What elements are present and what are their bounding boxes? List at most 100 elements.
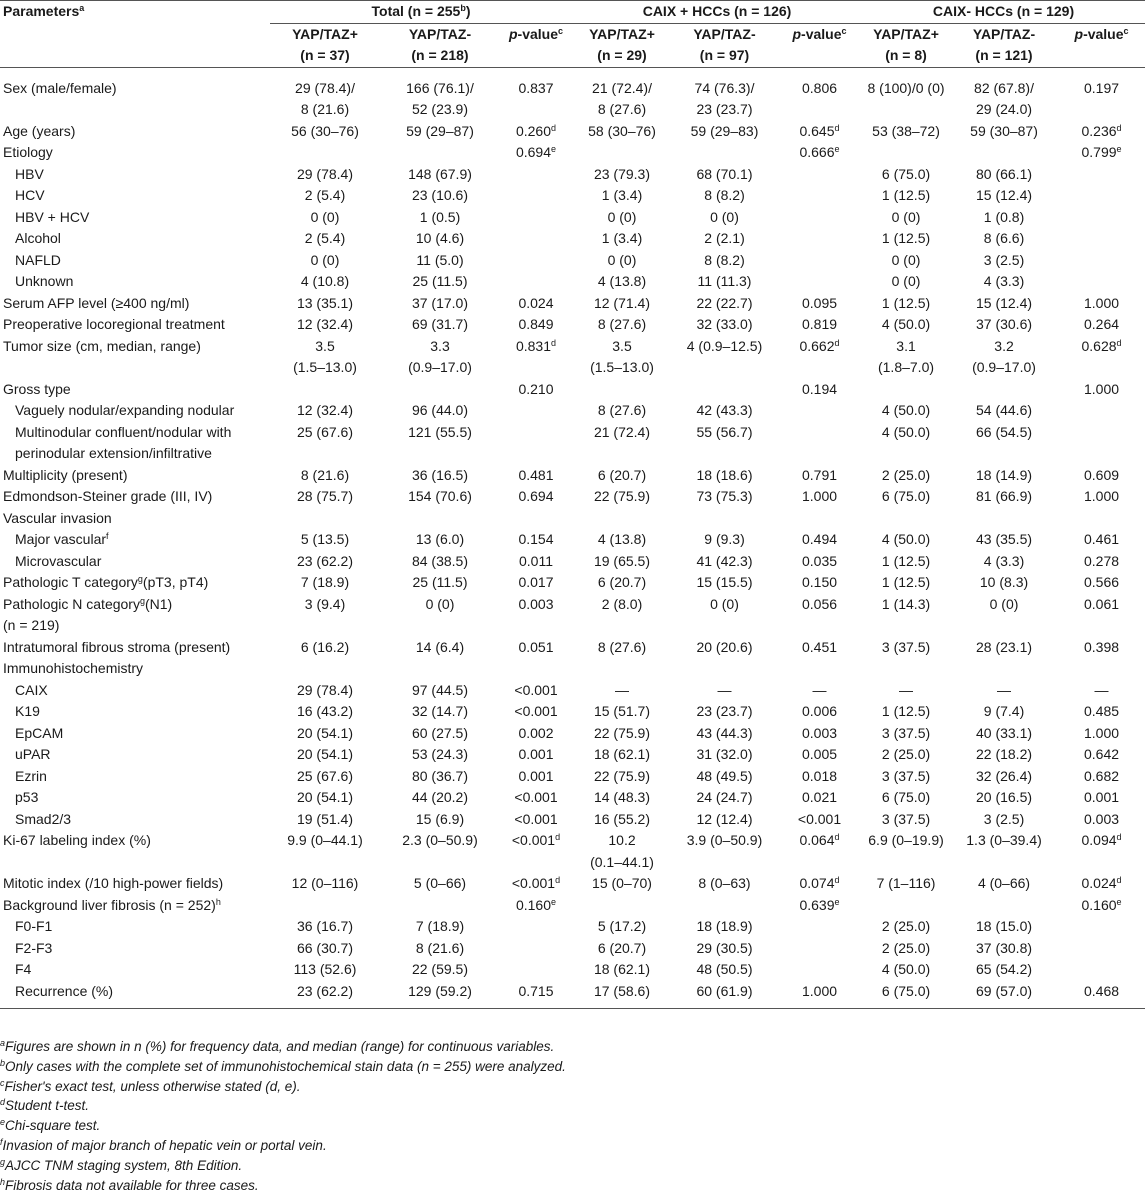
- footnote-marker: e: [551, 144, 557, 154]
- value-cell: 54 (44.6): [975, 402, 1033, 418]
- footnote-marker: d: [1116, 337, 1122, 348]
- p-value-cell: [1058, 185, 1145, 207]
- footnote-text: Figures are shown in n (%) for frequency…: [5, 1039, 555, 1054]
- p-value-cell: 0.018: [801, 767, 838, 784]
- value-cell: —: [899, 681, 914, 698]
- p-value-cell: 0.001: [1084, 789, 1120, 805]
- value-cell: 22 (75.9): [593, 767, 651, 784]
- p-value-cell: 0.264: [1084, 316, 1120, 332]
- p-value-cell: —: [812, 681, 827, 698]
- value-cell: 20 (54.1): [296, 746, 354, 762]
- table-row: Vaguely nodular/expanding nodular 12 (32.…: [0, 400, 1145, 422]
- value-cell: 4 (50.0): [881, 531, 931, 547]
- row-label: Recurrence (%): [0, 980, 270, 1009]
- row-label: uPAR: [15, 746, 51, 762]
- p-value-cell: [500, 938, 572, 960]
- footnote-text: Chi-square test.: [5, 1118, 101, 1134]
- value-cell: [672, 895, 777, 917]
- p-value-cell: [1058, 271, 1145, 293]
- value-cell: 53 (38–72): [872, 122, 940, 139]
- col-header-yap-pos: YAP/TAZ+ (n = 29): [589, 25, 655, 64]
- value-cell: 15 (15.5): [696, 574, 753, 590]
- footnote: cFisher's exact test, unless otherwise s…: [0, 1077, 1145, 1097]
- p-value-cell: 0.003: [518, 595, 554, 612]
- value-cell: 5 (17.2): [597, 918, 647, 934]
- footnote-marker: d: [1116, 832, 1122, 842]
- value-cell: 3.5 (1.5–13.0): [293, 337, 357, 376]
- value-cell: 66 (30.7): [296, 939, 354, 956]
- table-row: Ezrin 25 (67.6) 80 (36.7) 0.001 22 (75.9) 48 …: [0, 766, 1145, 788]
- value-cell: 96 (44.0): [411, 402, 469, 418]
- value-cell: 25 (11.5): [412, 574, 468, 590]
- row-label: Ezrin: [15, 767, 47, 784]
- value-cell: 31 (32.0): [696, 746, 753, 762]
- value-cell: 53 (24.3): [411, 746, 469, 762]
- col-header-p-value: p-valuec: [792, 25, 847, 42]
- value-cell: 4 (13.8): [597, 531, 647, 547]
- row-label: Unknown: [15, 273, 74, 289]
- footnote-marker: d: [1116, 875, 1122, 885]
- p-value-cell: 0.481: [518, 466, 554, 483]
- value-cell: 25 (67.6): [296, 423, 354, 440]
- value-cell: 97 (44.5): [411, 681, 469, 698]
- value-cell: 12 (32.4): [296, 316, 354, 332]
- value-cell: 3.9 (0–50.9): [686, 832, 763, 848]
- p-value-cell: 0.051: [518, 638, 554, 655]
- p-value-cell: 0.566: [1084, 574, 1120, 590]
- row-label: Multiplicity (present): [3, 466, 128, 483]
- p-value-cell: 0.210: [518, 380, 554, 397]
- value-cell: [950, 142, 1058, 164]
- row-label: Mitotic index (/10 high-power fields): [3, 875, 224, 891]
- value-cell: 6 (75.0): [881, 488, 931, 504]
- value-cell: 3 (37.5): [881, 638, 931, 655]
- value-cell: 73 (75.3): [696, 488, 753, 504]
- table-row: Mitotic index (/10 high-power fields) 12 …: [0, 873, 1145, 895]
- footnote-marker: e: [834, 144, 840, 154]
- p-value-cell: [777, 207, 862, 229]
- value-cell: 18 (15.0): [975, 918, 1033, 934]
- table-row: F4 113 (52.6) 22 (59.5) 18 (62.1) 48 (50.5) 4…: [0, 959, 1145, 981]
- value-cell: 19 (51.4): [296, 810, 354, 827]
- footnote: eChi-square test.: [0, 1116, 1145, 1136]
- row-label: Edmondson-Steiner grade (III, IV): [3, 488, 213, 504]
- value-cell: 66 (54.5): [975, 423, 1033, 440]
- table-body: Sex (male/female) 29 (78.4)/8 (21.6) 166 (…: [0, 67, 1145, 1009]
- table-row: Serum AFP level (≥400 ng/ml) 13 (35.1) 37 …: [0, 293, 1145, 315]
- footnote-text: Fisher's exact test, unless otherwise st…: [4, 1078, 301, 1094]
- p-value-cell: [1058, 164, 1145, 186]
- value-cell: 22 (75.9): [593, 488, 651, 504]
- table-row: Multiplicity (present) 8 (21.6) 36 (16.5) 0…: [0, 465, 1145, 487]
- footnote: aFigures are shown in n (%) for frequenc…: [0, 1037, 1145, 1057]
- value-cell: 1 (12.5): [881, 187, 931, 203]
- row-label: Background liver fibrosis (n = 252)h: [3, 896, 221, 913]
- table-row: Age (years) 56 (30–76) 59 (29–87) 0.260d 58 …: [0, 121, 1145, 143]
- row-label: Sex (male/female): [3, 79, 117, 96]
- value-cell: 0 (0): [891, 251, 921, 268]
- value-cell: [572, 895, 672, 917]
- value-cell: 0 (0): [607, 251, 637, 268]
- value-cell: 6 (20.7): [597, 574, 647, 590]
- value-cell: [672, 379, 777, 401]
- value-cell: 121 (55.5): [408, 423, 472, 440]
- value-cell: 3 (37.5): [881, 767, 931, 784]
- footnote-text: Invasion of major branch of hepatic vein…: [2, 1137, 327, 1153]
- value-cell: 7 (18.9): [300, 574, 350, 590]
- table-row: F2-F3 66 (30.7) 8 (21.6) 6 (20.7) 29 (30.5) 2…: [0, 938, 1145, 960]
- value-cell: 8 (6.6): [983, 230, 1025, 246]
- p-value-cell: [1058, 250, 1145, 272]
- footnote-marker: d: [834, 122, 840, 133]
- value-cell: 4 (0.9–12.5): [686, 337, 763, 354]
- p-value-cell: [500, 422, 572, 465]
- p-value-cell: 1.000: [1084, 724, 1120, 741]
- value-cell: 6 (75.0): [881, 165, 931, 182]
- footnote-marker: h: [0, 1176, 6, 1187]
- value-cell: 1 (12.5): [881, 703, 931, 719]
- value-cell: 21 (72.4)/8 (27.6): [592, 79, 652, 118]
- value-cell: —: [615, 681, 629, 698]
- value-cell: 23 (62.2): [296, 552, 354, 569]
- value-cell: [572, 379, 672, 401]
- value-cell: 82 (67.8)/29 (24.0): [974, 79, 1034, 118]
- p-value-cell: [500, 164, 572, 186]
- p-value-cell: 0.021: [801, 789, 838, 805]
